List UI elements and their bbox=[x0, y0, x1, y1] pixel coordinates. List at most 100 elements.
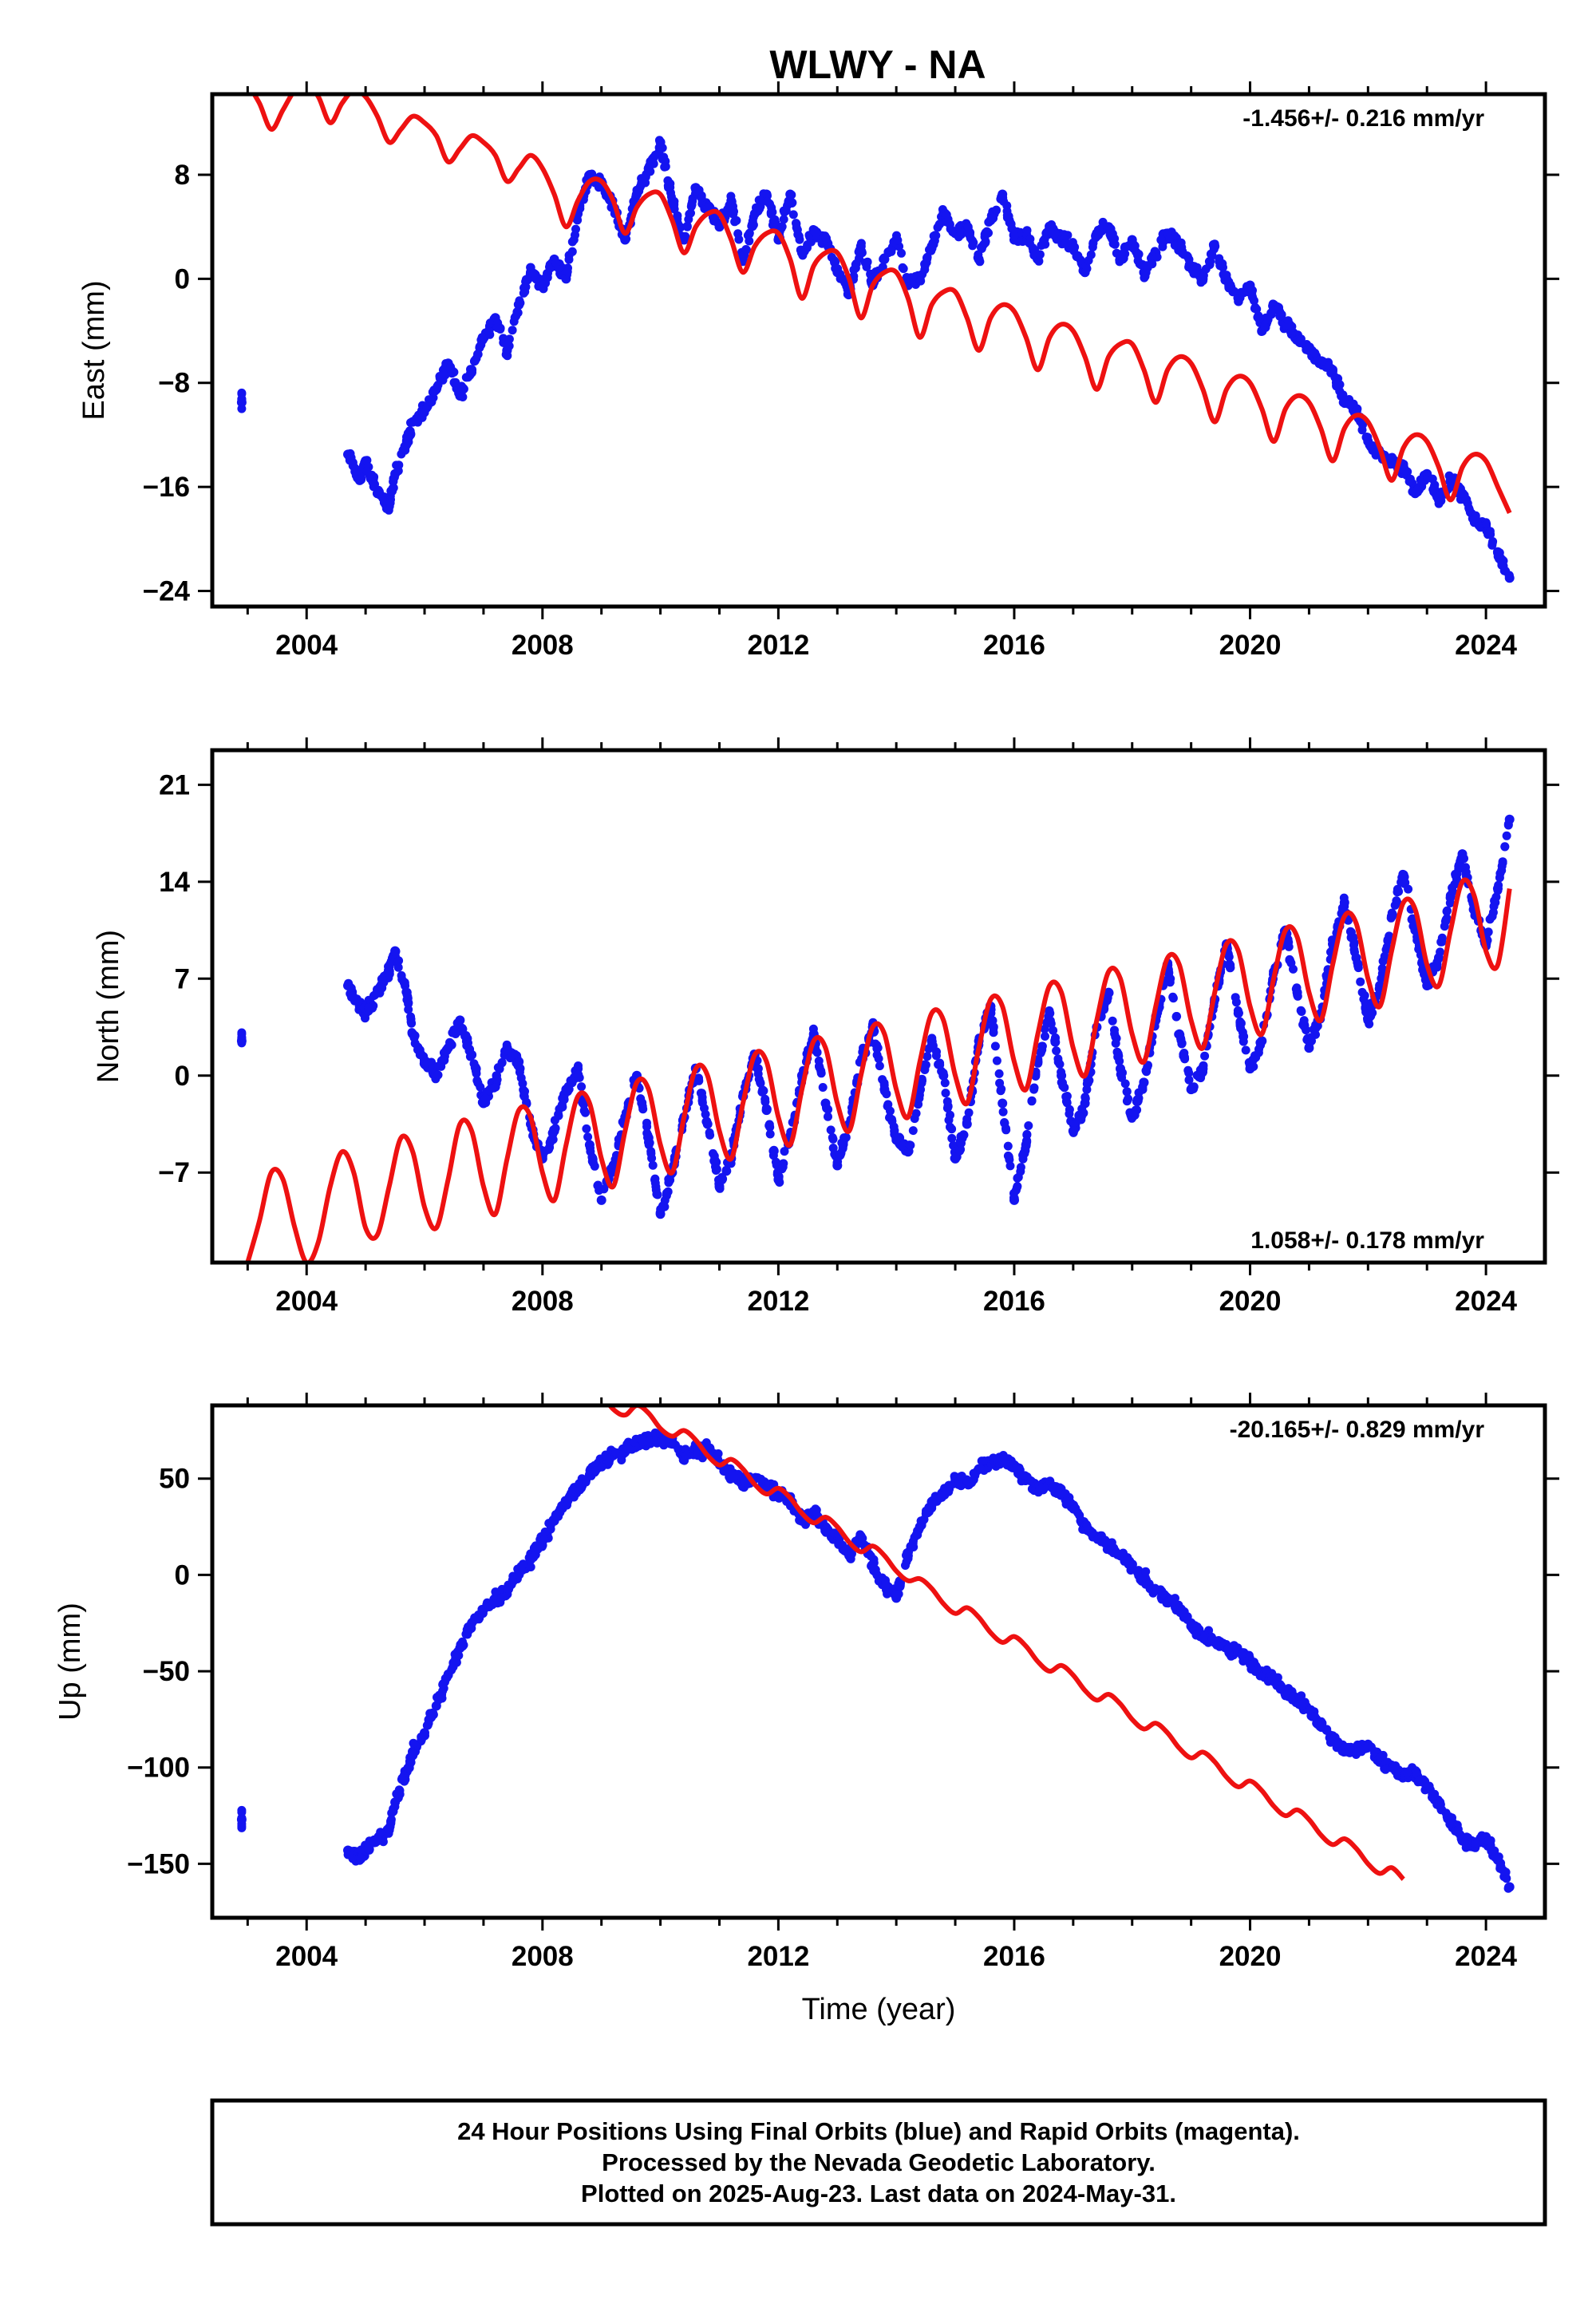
east-data-point bbox=[433, 380, 443, 389]
east-data-point bbox=[530, 269, 539, 279]
up-data-point bbox=[1270, 1676, 1279, 1686]
east-data-point bbox=[989, 213, 998, 223]
east-data-point bbox=[779, 215, 788, 224]
north-data-point bbox=[550, 1124, 559, 1134]
east-data-point bbox=[484, 327, 494, 336]
north-data-point bbox=[822, 1102, 831, 1112]
north-data-point bbox=[406, 1012, 416, 1022]
north-data-point bbox=[927, 1034, 937, 1043]
north-data-point bbox=[1366, 1011, 1376, 1021]
east-data-point bbox=[975, 257, 985, 267]
east-data-point bbox=[503, 344, 512, 354]
east-data-point bbox=[670, 200, 679, 209]
up-data-point bbox=[847, 1549, 855, 1558]
north-data-point bbox=[1132, 1097, 1141, 1106]
east-data-point bbox=[1120, 243, 1129, 252]
up-data-point bbox=[504, 1584, 513, 1594]
up-data-point bbox=[1412, 1767, 1421, 1777]
up-data-point bbox=[436, 1692, 445, 1701]
north-data-point bbox=[460, 1031, 470, 1041]
north-data-point bbox=[1356, 977, 1365, 986]
up-data-point bbox=[409, 1738, 418, 1748]
up-data-point bbox=[1199, 1634, 1208, 1643]
north-data-point bbox=[409, 1033, 419, 1042]
north-data-point bbox=[1234, 1008, 1243, 1018]
chart-title: WLWY - NA bbox=[769, 42, 986, 87]
north-data-point bbox=[938, 1069, 948, 1077]
up-data-point bbox=[1061, 1489, 1070, 1499]
east-data-point bbox=[1201, 264, 1211, 274]
up-data-point bbox=[1119, 1548, 1128, 1558]
north-data-point bbox=[377, 983, 387, 993]
up-plot-area bbox=[212, 1405, 1545, 1918]
east-data-point bbox=[708, 212, 717, 222]
up-data-point bbox=[604, 1458, 614, 1468]
east-data-point bbox=[1504, 571, 1514, 580]
east-data-point bbox=[1412, 485, 1422, 495]
east-data-point bbox=[697, 193, 706, 203]
north-data-point bbox=[482, 1087, 492, 1097]
north-data-point bbox=[385, 966, 394, 975]
north-data-point bbox=[908, 1126, 918, 1136]
up-rate-label: -20.165+/- 0.829 mm/yr bbox=[1230, 1417, 1485, 1443]
north-data-point bbox=[1045, 1016, 1055, 1026]
east-points-series bbox=[236, 136, 1515, 583]
east-data-point bbox=[1294, 338, 1304, 347]
north-data-point bbox=[774, 1173, 784, 1183]
north-data-point bbox=[1378, 956, 1388, 966]
north-data-point bbox=[765, 1129, 775, 1139]
east-data-point bbox=[833, 264, 843, 274]
east-data-point bbox=[1208, 240, 1218, 249]
north-data-point bbox=[1168, 994, 1178, 1003]
up-data-point bbox=[834, 1539, 843, 1549]
up-data-point bbox=[1223, 1644, 1233, 1654]
east-data-point bbox=[1005, 218, 1014, 227]
east-data-point bbox=[1118, 255, 1128, 264]
up-data-point bbox=[576, 1482, 586, 1492]
north-data-point bbox=[1307, 1036, 1316, 1045]
east-data-point bbox=[459, 384, 468, 393]
north-data-point bbox=[946, 1110, 954, 1120]
north-data-point bbox=[462, 1041, 472, 1050]
east-data-point bbox=[897, 248, 906, 258]
north-data-point bbox=[756, 1077, 765, 1087]
north-data-point bbox=[1231, 993, 1240, 1002]
east-data-point bbox=[755, 204, 764, 214]
north-data-point bbox=[1117, 1073, 1127, 1082]
north-data-point bbox=[1255, 1037, 1265, 1047]
north-data-point bbox=[1365, 1019, 1374, 1029]
east-ytick-label: 8 bbox=[175, 160, 190, 191]
east-data-point bbox=[1080, 267, 1090, 277]
up-data-point bbox=[1498, 1865, 1507, 1875]
east-data-point bbox=[741, 245, 751, 254]
north-data-point bbox=[1448, 883, 1457, 892]
north-data-point bbox=[928, 1041, 938, 1051]
north-data-point bbox=[599, 1184, 609, 1194]
east-data-point bbox=[1134, 250, 1144, 259]
up-data-point bbox=[496, 1598, 505, 1607]
north-data-point bbox=[915, 1093, 924, 1103]
east-data-point bbox=[458, 393, 468, 401]
north-data-point bbox=[1483, 927, 1493, 937]
north-data-point bbox=[1249, 1055, 1258, 1065]
north-data-point bbox=[701, 1109, 710, 1119]
north-data-point bbox=[1113, 1049, 1123, 1058]
north-data-point bbox=[1065, 1109, 1074, 1119]
up-data-point bbox=[975, 1464, 985, 1473]
north-data-point bbox=[1003, 1141, 1013, 1151]
up-data-point bbox=[811, 1504, 820, 1514]
up-xtick-label: 2020 bbox=[1219, 1941, 1282, 1972]
north-data-point bbox=[1199, 1061, 1208, 1070]
east-data-point bbox=[963, 222, 973, 231]
north-data-point bbox=[1183, 1065, 1193, 1075]
north-data-point bbox=[992, 1056, 1001, 1065]
north-data-point bbox=[709, 1152, 719, 1160]
up-data-point bbox=[1178, 1609, 1187, 1618]
east-data-point bbox=[1035, 250, 1045, 259]
north-data-point bbox=[759, 1086, 768, 1096]
east-data-point bbox=[1310, 348, 1320, 358]
up-data-point bbox=[394, 1785, 404, 1795]
north-data-point bbox=[1443, 906, 1452, 915]
north-data-point bbox=[361, 1014, 369, 1023]
east-data-point bbox=[645, 161, 654, 171]
